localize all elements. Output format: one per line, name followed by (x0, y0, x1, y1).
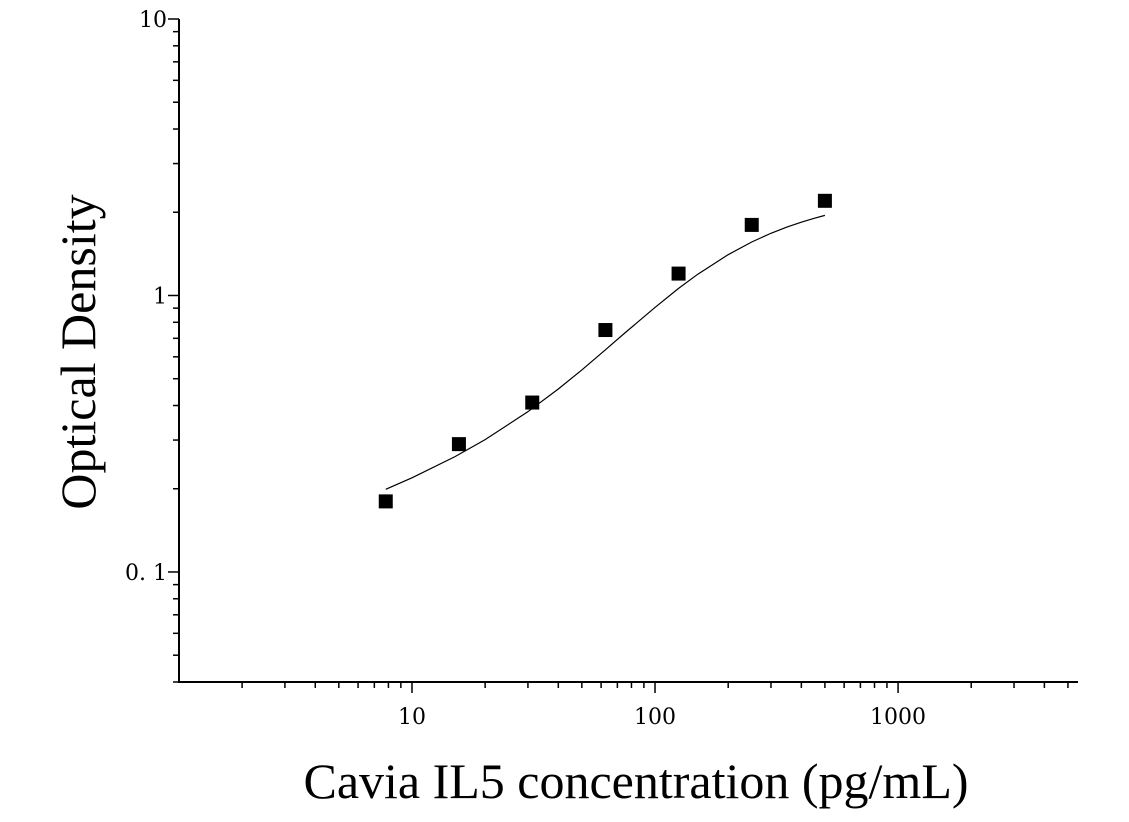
y-tick-label: 1 (153, 284, 167, 309)
data-point (378, 494, 393, 509)
axes (178, 19, 1078, 683)
y-axis-title: Optical Density (50, 194, 106, 509)
x-tick-label: 100 (634, 705, 676, 730)
data-point (525, 395, 540, 410)
y-tick-label: 10 (139, 8, 167, 33)
fitted-curve (385, 214, 826, 490)
x-tick-label: 10 (398, 705, 426, 730)
x-axis-title: Cavia IL5 concentration (pg/mL) (303, 753, 968, 809)
axis-ticks (168, 18, 1069, 693)
x-tick-label: 1000 (870, 705, 926, 730)
data-point (451, 437, 466, 452)
data-point (671, 266, 686, 281)
axis-tick-labels: 10 100 1000 10 1 0. 1 (125, 8, 926, 730)
data-point (744, 217, 759, 232)
data-point (817, 193, 832, 208)
data-points (378, 193, 832, 509)
y-tick-label: 0. 1 (125, 561, 167, 586)
data-point (598, 323, 613, 338)
